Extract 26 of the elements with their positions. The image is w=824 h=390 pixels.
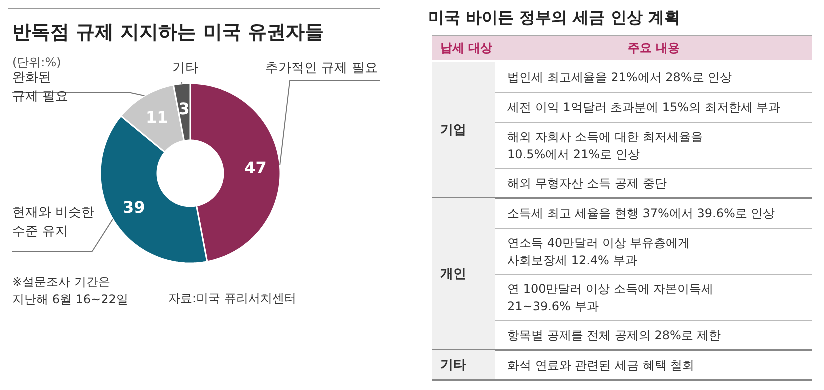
data-label: 3 — [178, 99, 190, 118]
chart-title: 반독점 규제 지지하는 미국 유권자들 — [12, 22, 324, 44]
text: 연 100만달러 이상 소득에 자본이득세 21~39.6% 부과 — [508, 282, 714, 314]
text: 화석 연료와 관련된 세금 혜택 철회 — [508, 358, 695, 372]
text: 개인 — [440, 267, 466, 282]
data-label: 47 — [244, 158, 267, 178]
slice-label: 기타 — [172, 61, 198, 76]
chart-subtitle: (단위:%) — [12, 56, 62, 70]
text: 소득세 최고 세율을 현행 37%에서 39.6%로 인상 — [508, 206, 776, 220]
text: 납세 대상 — [440, 41, 493, 55]
slice-label: 현재와 비슷한 수준 유지 — [12, 206, 95, 240]
data-label: 39 — [122, 198, 146, 217]
text: 연소득 40만달러 이상 부유층에게 사회보장세 12.4% 부과 — [508, 236, 690, 268]
text: 자료:미국 퓨리서치센터 — [168, 292, 296, 306]
text: 항목별 공제를 전체 공제의 28%로 제한 — [508, 328, 722, 342]
text: 세전 이익 1억달러 초과분에 15%의 최저한세 부과 — [508, 100, 781, 114]
text: ※설문조사 기간은 지난해 6월 16~22일 — [12, 274, 128, 306]
text: 법인세 최고세율을 21%에서 28%로 인상 — [508, 70, 732, 84]
text: 해외 자회사 소득에 대한 최저세율을 10.5%에서 21%로 인상 — [508, 130, 703, 162]
slice-label: 완화된 규제 필요 — [12, 70, 69, 104]
text: 주요 내용 — [628, 41, 680, 55]
text: 기업 — [440, 123, 466, 138]
text: 기타 — [440, 358, 466, 373]
slice-label: 추가적인 규제 필요 — [266, 61, 378, 76]
text: 해외 무형자산 소득 공제 중단 — [508, 176, 667, 190]
text: 미국 바이든 정부의 세금 인상 계획 — [428, 8, 680, 27]
